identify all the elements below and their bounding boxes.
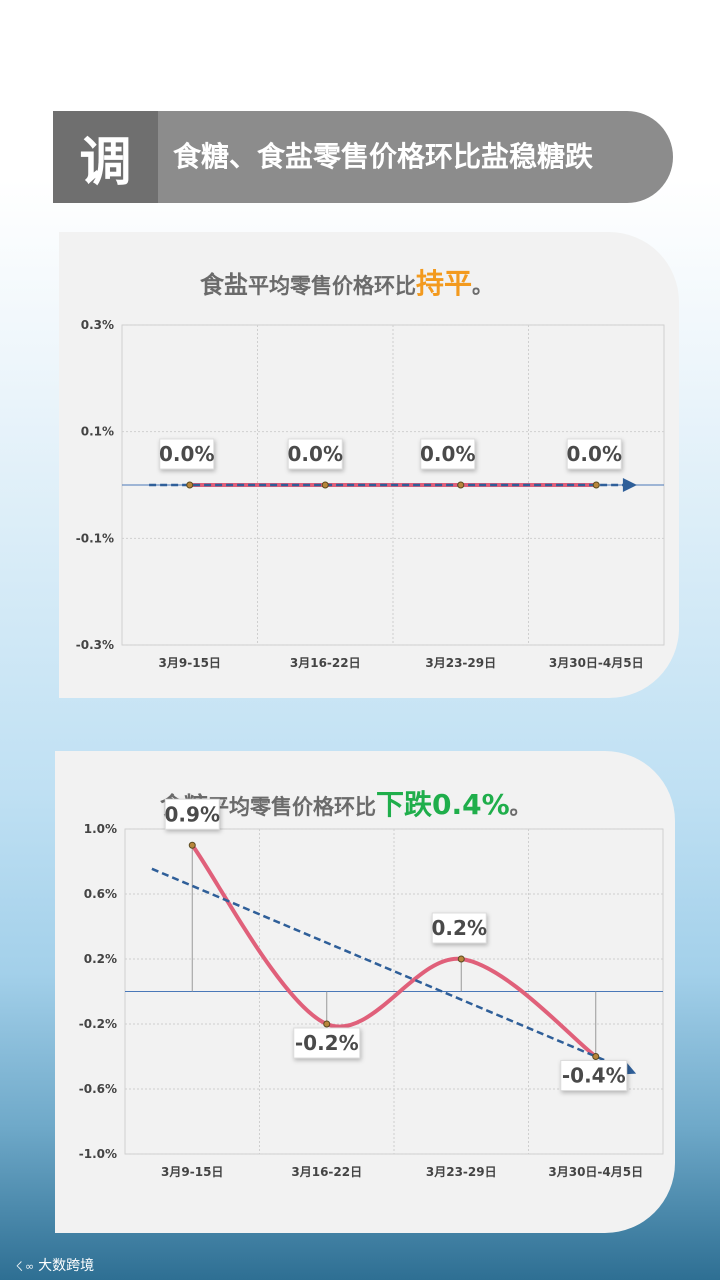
sugar-xtick-label: 3月9-15日 <box>161 1165 223 1179</box>
sugar-ytick-label: -0.6% <box>79 1082 117 1096</box>
sugar-data-label: 0.9% <box>165 802 220 826</box>
sugar-ytick-label: 1.0% <box>84 822 117 836</box>
sugar-xtick-label: 3月30日-4月5日 <box>548 1165 643 1179</box>
salt-ytick-label: 0.1% <box>81 425 114 439</box>
sugar-data-label: 0.2% <box>432 916 487 940</box>
footer-brand: ㄑ∞ 大数跨境 <box>14 1255 94 1275</box>
salt-xtick-label: 3月30日-4月5日 <box>549 656 644 670</box>
salt-point <box>593 482 599 488</box>
brand-name: 大数跨境 <box>38 1258 94 1274</box>
sugar-xtick-label: 3月23-29日 <box>426 1165 497 1179</box>
sugar-chart: 1.0% 0.6% 0.2% -0.2% -0.6% -1.0% 3月9-15日 3月16-2… <box>55 751 675 1233</box>
brand-logo-icon: ㄑ∞ <box>14 1260 34 1273</box>
salt-data-label: 0.0% <box>288 442 343 466</box>
sugar-ytick-label: -0.2% <box>79 1017 117 1031</box>
salt-xtick-label: 3月16-22日 <box>290 656 361 670</box>
salt-data-label: 0.0% <box>159 442 214 466</box>
salt-point <box>322 482 328 488</box>
salt-chart-card: 食盐平均零售价格环比持平。 0.3% 0.1% -0.1% -0.3% 3月9-15日 3… <box>59 232 679 698</box>
salt-xtick-label: 3月23-29日 <box>425 656 496 670</box>
sugar-ytick-label: 0.6% <box>84 887 117 901</box>
salt-trend-arrow <box>623 478 637 492</box>
salt-data-label: 0.0% <box>567 442 622 466</box>
sugar-trendline <box>152 869 626 1070</box>
sugar-point <box>458 956 464 962</box>
header-title: 食糖、食盐零售价格环比盐稳糖跌 <box>173 111 593 203</box>
salt-ytick-label: -0.1% <box>76 531 114 545</box>
salt-chart: 0.3% 0.1% -0.1% -0.3% 3月9-15日 3月16-22日 3月23-29… <box>59 232 679 698</box>
sugar-xtick-label: 3月16-22日 <box>291 1165 362 1179</box>
salt-point <box>187 482 193 488</box>
sugar-point <box>324 1021 330 1027</box>
salt-xtick-label: 3月9-15日 <box>159 656 221 670</box>
section-header: 调 食糖、食盐零售价格环比盐稳糖跌 <box>53 111 673 203</box>
salt-ytick-label: 0.3% <box>81 318 114 332</box>
sugar-ytick-label: -1.0% <box>79 1147 117 1161</box>
salt-ytick-label: -0.3% <box>76 638 114 652</box>
sugar-chart-card: 食糖平均零售价格环比下跌0.4%。 1.0%0.6%0.2%-0.2%-0.6%… <box>55 751 675 1233</box>
sugar-ytick-label: 0.2% <box>84 952 117 966</box>
sugar-point <box>189 842 195 848</box>
sugar-data-label: -0.2% <box>295 1031 359 1055</box>
salt-point <box>458 482 464 488</box>
header-badge: 调 <box>53 111 158 203</box>
sugar-point <box>593 1054 599 1060</box>
salt-data-label: 0.0% <box>420 442 475 466</box>
sugar-data-label: -0.4% <box>562 1064 626 1088</box>
